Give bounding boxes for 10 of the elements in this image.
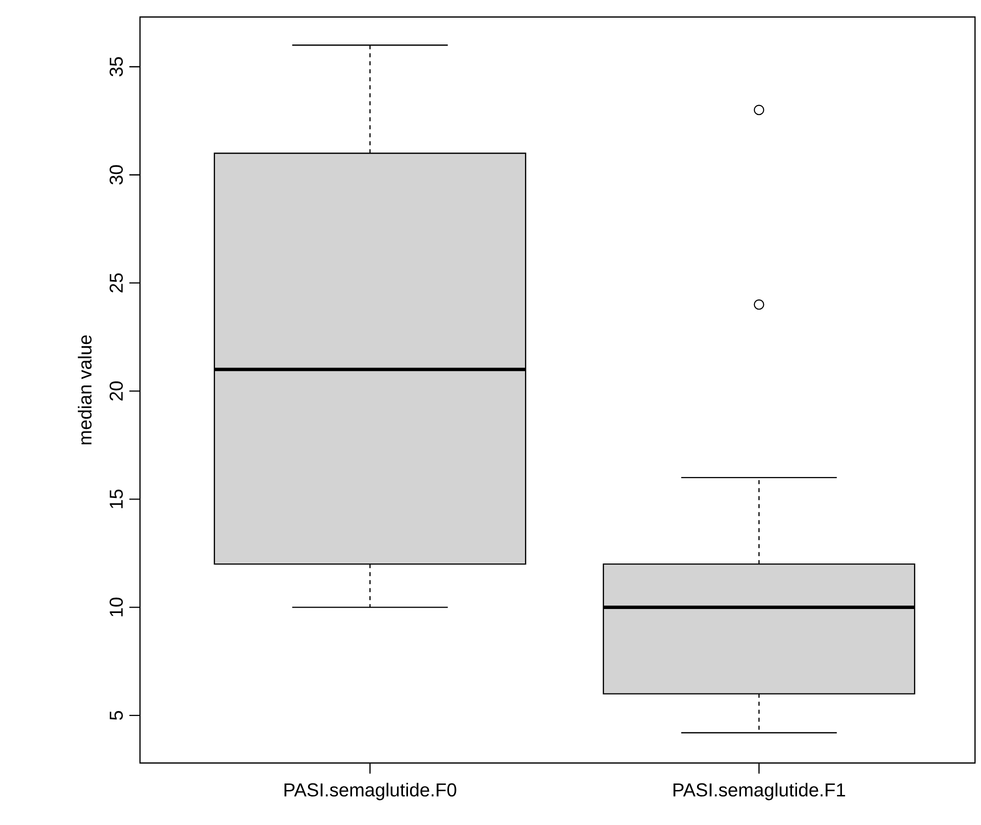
y-tick-label: 30	[110, 165, 123, 185]
y-tick-label: 35	[110, 57, 123, 76]
x-tick-label: PASI.semaglutide.F1	[674, 782, 846, 800]
y-tick-label: 10	[110, 598, 123, 616]
x-tick-label: PASI.semaglutide.F0	[284, 782, 456, 800]
y-tick-label: 20	[110, 381, 123, 401]
y-tick-label: 5	[110, 711, 123, 720]
y-tick-label: 15	[110, 490, 123, 508]
y-axis-title: median value	[78, 335, 92, 444]
y-tick-label: 25	[110, 273, 123, 292]
